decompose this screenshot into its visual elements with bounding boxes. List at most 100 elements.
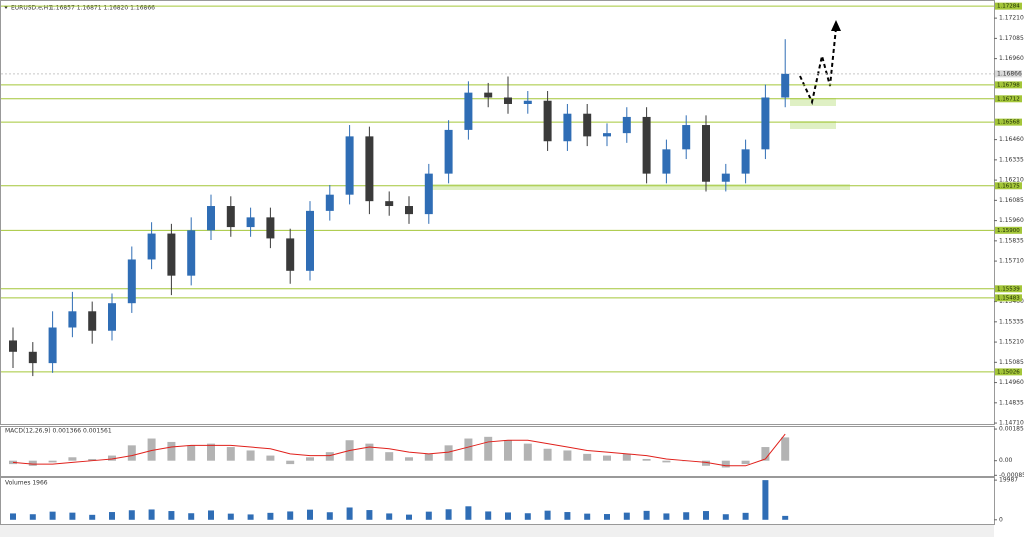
candle-body — [207, 206, 215, 231]
macd-bar — [622, 453, 631, 461]
y-tick-label: 1.14710 — [999, 420, 1024, 427]
volume-bar — [29, 514, 36, 520]
candle-body — [781, 73, 790, 98]
forecast-arrow — [799, 27, 837, 106]
candle-body — [642, 116, 651, 174]
level-tag — [995, 226, 1022, 234]
macd-bar — [306, 457, 314, 461]
level-label: 1.16798 — [997, 82, 1020, 88]
candle-body — [28, 351, 37, 364]
volume-bar — [227, 513, 234, 520]
y-tick-label: 1.15710 — [999, 258, 1024, 265]
y-tick-label: 1.16960 — [999, 55, 1024, 62]
candle-body — [682, 125, 691, 150]
volume-bar — [742, 512, 749, 520]
macd-bar — [226, 447, 235, 461]
y-tick-label: 1.15335 — [999, 318, 1024, 325]
y-tick-label: 1.15960 — [999, 217, 1024, 224]
volume-bar — [10, 513, 16, 520]
macd-bar — [721, 460, 730, 468]
candle-body — [523, 100, 532, 104]
candle-body — [88, 311, 97, 331]
candle-body — [741, 149, 750, 174]
macd-bar — [484, 436, 493, 461]
volume-bar — [544, 510, 551, 520]
candle-body — [246, 217, 255, 228]
signal-line — [12, 433, 786, 467]
candle-body — [702, 125, 710, 182]
candle-body — [167, 233, 176, 276]
ohlc-label: 1.16857 1.16871 1.16820 1.16866 — [50, 5, 155, 12]
level-tag — [995, 285, 1022, 293]
macd-bar — [48, 460, 57, 463]
macd-bar — [385, 452, 394, 461]
macd-bar — [68, 457, 77, 461]
y-tick-label: 1.16085 — [999, 197, 1024, 204]
candle-body — [424, 173, 433, 215]
macd-bar — [563, 450, 572, 461]
candle-body — [266, 217, 275, 239]
volume-bar — [465, 506, 472, 520]
volume-bar — [346, 507, 353, 520]
current-price-tag — [995, 70, 1022, 78]
candle-body — [603, 133, 611, 137]
level-label: 1.15026 — [997, 369, 1020, 375]
level-tag — [995, 2, 1022, 10]
candle-body — [622, 116, 631, 134]
level-tag — [995, 118, 1022, 126]
y-tick-label: 1.15085 — [999, 359, 1024, 366]
macd-bar — [444, 445, 453, 461]
volume-bar — [69, 512, 76, 520]
level-tag — [995, 81, 1022, 89]
y-tick-label: 0.00 — [999, 457, 1013, 464]
macd-bar — [504, 440, 512, 461]
macd-bar — [741, 460, 750, 465]
macd-bar — [187, 445, 196, 461]
macd-bar — [642, 458, 651, 461]
candle-body — [484, 92, 493, 98]
y-tick-label: 1.16210 — [999, 177, 1024, 184]
level-label: 1.15483 — [997, 295, 1020, 301]
candle-body — [721, 173, 730, 182]
volume-bar — [623, 512, 630, 520]
panel-menu[interactable] — [4, 6, 8, 9]
volume-bar — [188, 513, 195, 520]
volume-bar — [208, 510, 214, 520]
candle-body — [306, 210, 314, 271]
y-tick-label: 19987 — [999, 477, 1018, 484]
y-tick-label: 1.17210 — [999, 15, 1024, 22]
level-label: 1.16712 — [997, 96, 1020, 102]
resistance-zone — [790, 121, 836, 129]
y-tick-label: 1.17085 — [999, 35, 1024, 42]
volume-bar — [505, 512, 511, 520]
macd-bar — [207, 443, 215, 461]
macd-bar — [424, 453, 433, 461]
candle-body — [48, 327, 57, 364]
volume-bar — [168, 511, 175, 520]
macd-bar — [543, 448, 552, 461]
symbol-label: EURUSD.e,H1 — [11, 5, 52, 12]
candle-body — [108, 303, 116, 331]
candle-body — [444, 129, 453, 174]
volume-bar — [564, 512, 571, 520]
macd-bar — [246, 450, 255, 461]
macd-bar — [365, 443, 374, 461]
macd-bar — [28, 460, 37, 466]
level-tag — [995, 95, 1022, 103]
y-tick-label: 1.15460 — [999, 298, 1024, 305]
price-panel-frame — [0, 0, 995, 425]
volume-bar — [307, 509, 313, 520]
volume-bar — [722, 514, 729, 520]
volume-bar — [326, 512, 333, 520]
candle-body — [68, 311, 77, 328]
level-tag — [995, 368, 1022, 376]
candle-body — [187, 230, 196, 276]
volume-bar — [425, 511, 432, 520]
arrow-head — [831, 20, 841, 31]
time-axis — [0, 525, 994, 537]
candle-body — [662, 149, 671, 174]
volume-bar — [366, 510, 373, 520]
candle-body — [286, 238, 295, 271]
candle-body — [583, 113, 592, 137]
candle-body — [464, 92, 473, 130]
